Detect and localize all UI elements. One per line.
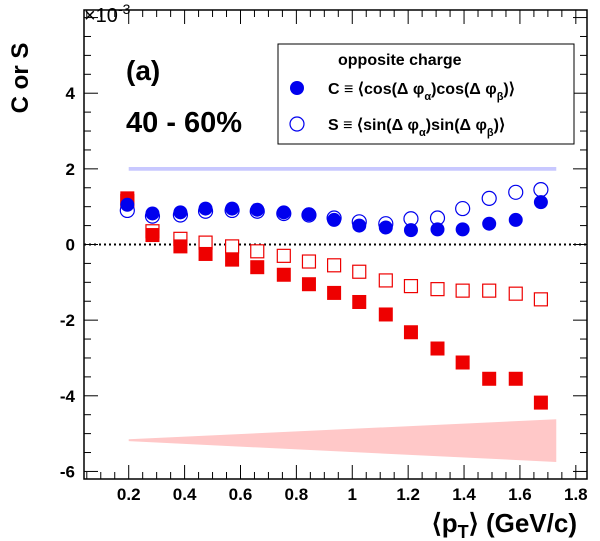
point-C_blue-8: [327, 212, 342, 227]
y-axis-title: C or S: [7, 43, 34, 114]
point-C_blue-12: [430, 222, 445, 237]
point-C_red-13: [455, 355, 470, 370]
point-C_blue-2: [173, 205, 188, 220]
x-tick-label: 1: [348, 485, 357, 504]
point-C_blue-11: [403, 223, 418, 238]
x-axis-title: ⟨pT⟩ (GeV/c): [432, 508, 577, 541]
legend: opposite charge C ≡ ⟨cos(Δ φα)cos(Δ φβ)⟩…: [277, 43, 575, 145]
centrality-label: 40 - 60%: [126, 107, 242, 139]
point-S_blue-13: [455, 200, 471, 217]
exponent-power: -3: [118, 1, 131, 17]
exponent-label: ×10-3: [84, 1, 131, 27]
point-C_red-9: [352, 294, 367, 309]
y-tick-label: -6: [60, 462, 75, 481]
axis-ticks: [84, 10, 587, 479]
legend-title: opposite charge: [338, 52, 462, 69]
legend-box: [277, 43, 575, 145]
point-S_blue-14: [481, 190, 497, 206]
point-C_red-15: [508, 371, 523, 386]
blue_band: [128, 166, 557, 171]
point-S_red-6: [276, 248, 291, 263]
point-C_red-4: [225, 252, 240, 267]
point-S_red-7: [301, 254, 317, 269]
point-C_red-12: [430, 341, 445, 356]
point-C_red-8: [327, 285, 342, 300]
x-tick-label: 0.4: [173, 485, 197, 504]
point-C_red-5: [250, 260, 265, 275]
point-S_red-11: [403, 279, 419, 294]
legend-entry-s: S ≡ ⟨sin(Δ φα)sin(Δ φβ)⟩: [328, 117, 505, 139]
point-S_blue-15: [508, 184, 524, 200]
x-tick-label: 1.8: [564, 485, 588, 504]
x-tick-label: 1.4: [452, 485, 476, 504]
y-tick-label: -4: [60, 387, 76, 406]
point-S_red-13: [455, 283, 470, 298]
x-tick-label: 1.6: [508, 485, 532, 504]
x-tick-label: 1.2: [396, 485, 420, 504]
y-tick-labels: -6 -4 -2 0 2 4: [60, 84, 76, 481]
point-S_blue-16: [533, 182, 549, 198]
x-tick-label: 0.8: [285, 485, 309, 504]
point-S_red-14: [482, 283, 497, 298]
point-S_red-16: [533, 292, 548, 307]
point-C_blue-3: [198, 201, 213, 216]
point-C_blue-10: [378, 220, 393, 235]
red_band: [128, 419, 557, 462]
x-tick-label: 0.6: [229, 485, 253, 504]
y-tick-label: -2: [60, 311, 75, 330]
point-C_red-6: [276, 267, 291, 282]
point-C_red-10: [378, 307, 393, 322]
point-C_blue-16: [533, 195, 548, 210]
point-S_red-8: [327, 258, 342, 273]
point-C_blue-5: [250, 202, 265, 217]
point-C_red-3: [198, 246, 213, 261]
point-C_blue-0: [120, 197, 135, 212]
point-C_blue-9: [352, 218, 367, 233]
point-C_blue-4: [225, 201, 240, 216]
point-C_red-2: [173, 239, 188, 254]
point-C_red-11: [403, 325, 418, 340]
legend-entry-c: C ≡ ⟨cos(Δ φα)cos(Δ φβ)⟩: [328, 81, 515, 103]
point-C_blue-7: [301, 207, 316, 222]
point-C_red-7: [301, 277, 316, 292]
point-C_blue-14: [482, 216, 497, 231]
systematic-bands: [128, 166, 557, 462]
point-S_red-12: [430, 282, 445, 297]
panel-label: (a): [126, 55, 160, 86]
point-C_red-1: [145, 228, 160, 243]
legend-marker-open-circle: [289, 116, 305, 132]
point-S_red-15: [508, 286, 523, 301]
point-C_blue-6: [276, 205, 291, 220]
y-tick-label: 0: [66, 236, 75, 255]
point-C_blue-15: [508, 212, 523, 227]
legend-marker-filled-circle: [290, 81, 304, 95]
point-C_red-14: [482, 371, 497, 386]
point-S_red-5: [250, 244, 265, 259]
y-tick-label: 2: [66, 160, 75, 179]
point-C_red-16: [533, 395, 548, 410]
y-tick-label: 4: [66, 84, 76, 103]
x-tick-labels: 0.2 0.4 0.6 0.8 1 1.2 1.4 1.6 1.8: [117, 485, 588, 504]
point-S_red-10: [378, 273, 393, 288]
point-S_red-4: [225, 239, 240, 254]
x-tick-label: 0.2: [117, 485, 141, 504]
data-markers: [119, 182, 549, 410]
point-C_blue-1: [145, 206, 160, 221]
point-S_red-9: [352, 264, 367, 279]
point-C_blue-13: [455, 222, 470, 237]
